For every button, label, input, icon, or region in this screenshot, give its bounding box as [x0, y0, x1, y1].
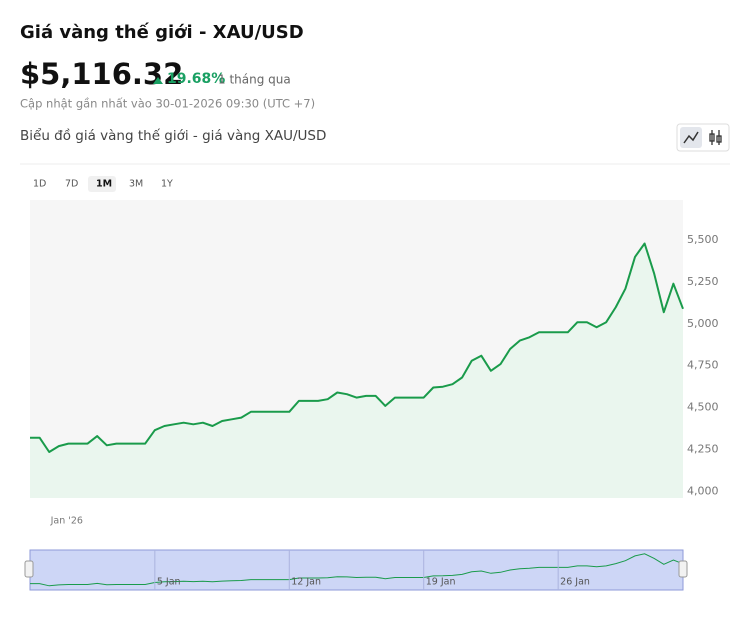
y-tick-label: 4,000 [687, 484, 719, 497]
price-line [30, 242, 684, 453]
y-tick-label: 4,750 [687, 359, 719, 372]
y-tick-label: 4,500 [687, 401, 719, 414]
navigator-label: 5 Jan [157, 577, 181, 588]
navigator-handle-left[interactable] [24, 560, 34, 578]
navigator-label: 26 Jan [560, 577, 590, 588]
price: $5,116.32 [20, 57, 183, 91]
range-button[interactable]: 1D [33, 179, 46, 190]
chart-heading: Biểu đồ giá vàng thế giới - giá vàng XAU… [20, 127, 326, 144]
title: Giá vàng thế giới - XAU/USD [20, 22, 304, 43]
up-arrow [153, 77, 163, 84]
navigator-handle-right[interactable] [678, 560, 688, 578]
range-button[interactable]: 1M [96, 179, 112, 190]
period: 1 tháng qua [218, 73, 291, 87]
range-button-active [88, 176, 116, 192]
y-tick-label: 4,250 [687, 442, 719, 455]
y-tick-label: 5,500 [687, 233, 719, 246]
range-button[interactable]: 3M [129, 179, 143, 190]
area [30, 243, 683, 498]
change: 19.68% [167, 71, 225, 87]
navigator-label: 19 Jan [426, 577, 456, 588]
range-button[interactable]: 1Y [161, 179, 173, 190]
navigator-label: 12 Jan [291, 577, 321, 588]
y-tick-label: 5,250 [687, 275, 719, 288]
line-icon [683, 131, 699, 144]
updated: Cập nhật gần nhất vào 30-01-2026 09:30 (… [20, 97, 315, 111]
y-tick-label: 5,000 [687, 317, 719, 330]
range-button[interactable]: 7D [65, 179, 78, 190]
navigator-line [30, 553, 684, 587]
candle-mode-button[interactable] [709, 130, 722, 145]
navigator [29, 549, 684, 591]
x-tick-label: Jan '26 [50, 516, 83, 527]
